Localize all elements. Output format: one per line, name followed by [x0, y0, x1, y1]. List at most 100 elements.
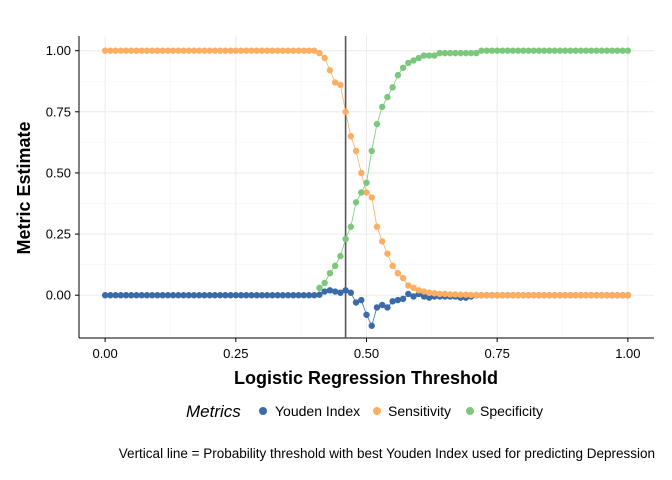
data-point-specificity	[582, 47, 590, 54]
data-point-specificity	[509, 47, 517, 54]
legend-key-sensitivity	[373, 407, 381, 415]
data-point-specificity	[373, 120, 381, 128]
data-point-specificity	[577, 47, 585, 54]
data-point-sensitivity	[619, 292, 626, 299]
data-point-specificity	[541, 47, 548, 54]
data-point-specificity	[394, 71, 402, 79]
data-point-sensitivity	[426, 289, 433, 296]
data-point-youden-index	[112, 292, 119, 299]
data-point-sensitivity	[326, 67, 334, 74]
data-point-sensitivity	[305, 47, 313, 54]
data-point-youden-index	[243, 292, 250, 299]
data-point-specificity	[337, 252, 344, 260]
data-point-youden-index	[321, 288, 328, 295]
data-point-sensitivity	[567, 292, 574, 299]
y-tick-label: 1.00	[46, 43, 71, 58]
data-point-specificity	[431, 52, 438, 59]
data-point-sensitivity	[128, 47, 135, 54]
data-point-youden-index	[180, 292, 187, 299]
data-point-sensitivity	[593, 292, 600, 299]
data-point-sensitivity	[316, 49, 323, 57]
data-point-youden-index	[232, 292, 240, 299]
data-point-youden-index	[201, 292, 208, 299]
data-point-youden-index	[175, 292, 182, 299]
data-point-sensitivity	[133, 47, 140, 54]
data-point-sensitivity	[143, 47, 151, 54]
data-point-youden-index	[269, 292, 276, 299]
data-point-youden-index	[274, 292, 281, 299]
legend-label-youden-index: Youden Index	[275, 403, 360, 419]
data-point-sensitivity	[624, 292, 632, 299]
data-point-youden-index	[128, 292, 135, 299]
data-point-specificity	[504, 47, 511, 54]
data-point-sensitivity	[138, 47, 145, 54]
y-tick-label: 0.00	[46, 288, 71, 303]
data-point-sensitivity	[243, 47, 250, 54]
axes	[75, 36, 654, 342]
y-tick-label: 0.25	[46, 227, 71, 242]
data-point-youden-index	[399, 295, 407, 303]
data-point-sensitivity	[551, 292, 558, 299]
data-point-specificity	[546, 47, 553, 54]
legend: Metrics Youden Index Sensitivity Specifi…	[186, 402, 543, 421]
data-point-sensitivity	[582, 292, 590, 299]
data-point-sensitivity	[614, 292, 621, 299]
data-point-youden-index	[185, 292, 192, 299]
data-point-youden-index	[284, 292, 292, 299]
data-point-specificity	[603, 47, 611, 54]
data-point-sensitivity	[159, 47, 166, 54]
data-point-youden-index	[358, 296, 365, 304]
data-point-youden-index	[258, 292, 266, 299]
data-point-sensitivity	[185, 47, 192, 54]
data-point-specificity	[530, 47, 537, 54]
data-point-sensitivity	[509, 292, 517, 299]
data-point-youden-index	[410, 293, 417, 300]
data-point-specificity	[342, 235, 349, 243]
x-tick-label: 0.50	[354, 346, 379, 361]
data-point-youden-index	[394, 296, 402, 304]
data-point-specificity	[368, 147, 375, 155]
data-point-sensitivity	[295, 47, 302, 54]
data-point-youden-index	[248, 292, 255, 299]
y-tick-label: 0.50	[46, 165, 71, 180]
data-point-sensitivity	[483, 292, 490, 299]
data-point-youden-index	[305, 292, 313, 299]
data-point-youden-index	[384, 304, 391, 311]
data-point-sensitivity	[462, 291, 470, 298]
data-point-sensitivity	[467, 291, 475, 299]
data-point-youden-index	[405, 290, 412, 298]
data-point-sensitivity	[169, 47, 177, 54]
data-point-youden-index	[133, 292, 140, 299]
data-point-sensitivity	[514, 292, 522, 299]
legend-label-sensitivity: Sensitivity	[388, 403, 451, 419]
data-point-sensitivity	[415, 287, 422, 294]
data-point-specificity	[567, 47, 574, 54]
data-point-sensitivity	[378, 238, 386, 245]
data-point-youden-index	[426, 294, 433, 301]
data-point-sensitivity	[175, 47, 182, 54]
data-point-youden-index	[389, 298, 396, 305]
data-point-sensitivity	[248, 47, 255, 54]
data-point-youden-index	[143, 292, 151, 299]
data-point-youden-index	[101, 292, 109, 299]
legend-key-youden-index	[259, 407, 267, 415]
data-point-youden-index	[373, 304, 381, 311]
data-point-sensitivity	[368, 194, 375, 201]
data-point-youden-index	[169, 292, 177, 299]
data-point-sensitivity	[352, 147, 360, 155]
legend-key-specificity	[466, 407, 474, 415]
data-point-sensitivity	[222, 47, 229, 54]
data-point-sensitivity	[258, 47, 266, 54]
data-point-specificity	[619, 47, 626, 54]
data-point-sensitivity	[122, 47, 130, 54]
data-point-sensitivity	[561, 292, 569, 299]
data-point-sensitivity	[499, 292, 506, 299]
data-point-sensitivity	[405, 282, 412, 289]
data-point-youden-index	[196, 292, 203, 299]
data-point-sensitivity	[263, 47, 271, 54]
data-point-sensitivity	[473, 291, 480, 299]
data-point-specificity	[488, 47, 496, 54]
series-sensitivity	[101, 47, 632, 299]
data-point-specificity	[556, 47, 564, 54]
x-tick-label: 1.00	[615, 346, 640, 361]
